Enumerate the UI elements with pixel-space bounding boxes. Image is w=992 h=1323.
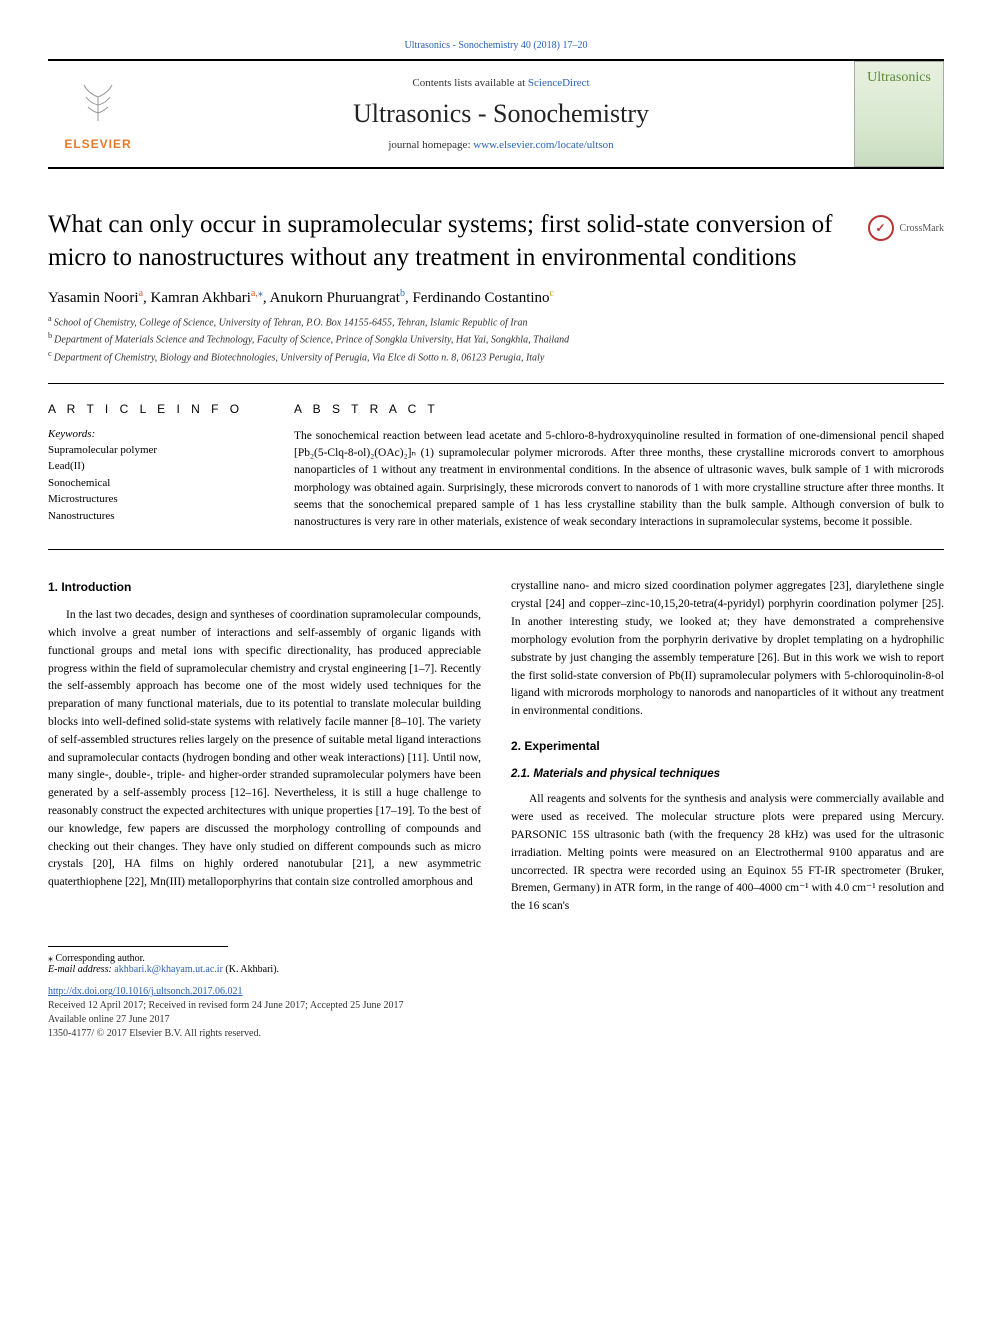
divider-top	[48, 383, 944, 384]
affiliation-c-text: Department of Chemistry, Biology and Bio…	[54, 352, 545, 363]
affiliation-c: cDepartment of Chemistry, Biology and Bi…	[48, 348, 944, 365]
elsevier-tree-icon	[74, 77, 122, 133]
keyword-item: Sonochemical	[48, 475, 258, 492]
cover-script-text: Ultrasonics	[867, 70, 931, 86]
sciencedirect-link[interactable]: ScienceDirect	[528, 77, 590, 89]
article-info-column: A R T I C L E I N F O Keywords: Supramol…	[48, 402, 258, 532]
keyword-item: Nanostructures	[48, 508, 258, 525]
body-column-left: 1. Introduction In the last two decades,…	[48, 578, 481, 916]
corr-email-link[interactable]: akhbari.k@khayam.ut.ac.ir	[114, 964, 223, 975]
intro-paragraph-cont: crystalline nano- and micro sized coordi…	[511, 578, 944, 721]
banner-center: Contents lists available at ScienceDirec…	[148, 77, 854, 151]
author-4-aff: c	[550, 288, 554, 299]
crossmark-icon: ✓	[868, 215, 894, 241]
keyword-item: Microstructures	[48, 491, 258, 508]
abstract-text: The sonochemical reaction between lead a…	[294, 428, 944, 532]
affiliation-b-text: Department of Materials Science and Tech…	[54, 335, 569, 346]
publisher-logo-block: ELSEVIER	[48, 77, 148, 151]
top-citation: Ultrasonics - Sonochemistry 40 (2018) 17…	[48, 40, 944, 51]
article-meta-block: http://dx.doi.org/10.1016/j.ultsonch.201…	[48, 985, 944, 1041]
author-3-aff: b	[400, 288, 405, 299]
article-info-heading: A R T I C L E I N F O	[48, 402, 258, 416]
corresponding-author-note: ⁎ Corresponding author. E-mail address: …	[48, 953, 944, 975]
email-label: E-mail address:	[48, 964, 112, 975]
crossmark-label: CrossMark	[900, 223, 944, 234]
publisher-name: ELSEVIER	[64, 137, 131, 151]
footnote-divider	[48, 946, 228, 947]
keyword-item: Supramolecular polymer	[48, 442, 258, 459]
journal-homepage-link[interactable]: www.elsevier.com/locate/ultson	[473, 139, 613, 151]
section-2-heading: 2. Experimental	[511, 737, 944, 756]
keywords-label: Keywords:	[48, 428, 258, 440]
available-online: Available online 27 June 2017	[48, 1013, 944, 1027]
affiliation-a: aSchool of Chemistry, College of Science…	[48, 313, 944, 330]
author-1: Yasamin Noori	[48, 290, 139, 306]
body-two-column: 1. Introduction In the last two decades,…	[48, 578, 944, 916]
keyword-item: Lead(II)	[48, 458, 258, 475]
body-column-right: crystalline nano- and micro sized coordi…	[511, 578, 944, 916]
author-2: Kamran Akhbari	[151, 290, 251, 306]
corr-author-label: ⁎ Corresponding author.	[48, 953, 944, 964]
author-list: Yasamin Nooria, Kamran Akhbaria,⁎, Anuko…	[48, 288, 944, 307]
homepage-prefix: journal homepage:	[388, 139, 470, 151]
contents-available-line: Contents lists available at ScienceDirec…	[148, 77, 854, 89]
affiliation-b: bDepartment of Materials Science and Tec…	[48, 330, 944, 347]
author-2-corr-star: ⁎	[258, 288, 263, 299]
doi-link[interactable]: http://dx.doi.org/10.1016/j.ultsonch.201…	[48, 986, 243, 997]
crossmark-badge-block[interactable]: ✓ CrossMark	[868, 215, 944, 241]
experimental-paragraph: All reagents and solvents for the synthe…	[511, 791, 944, 916]
section-2-1-heading: 2.1. Materials and physical techniques	[511, 766, 944, 784]
affiliation-a-text: School of Chemistry, College of Science,…	[54, 317, 528, 328]
corr-email-name: (K. Akhbari).	[225, 964, 279, 975]
author-3: Anukorn Phuruangrat	[270, 290, 400, 306]
journal-banner: ELSEVIER Contents lists available at Sci…	[48, 59, 944, 169]
intro-paragraph: In the last two decades, design and synt…	[48, 607, 481, 892]
article-title: What can only occur in supramolecular sy…	[48, 209, 848, 274]
keywords-list: Supramolecular polymer Lead(II) Sonochem…	[48, 442, 258, 525]
abstract-heading: A B S T R A C T	[294, 402, 944, 416]
author-2-aff: a,	[251, 288, 258, 299]
journal-cover-thumb: Ultrasonics	[854, 61, 944, 167]
journal-homepage-line: journal homepage: www.elsevier.com/locat…	[148, 139, 854, 151]
section-1-heading: 1. Introduction	[48, 578, 481, 597]
divider-bottom	[48, 549, 944, 550]
abstract-column: A B S T R A C T The sonochemical reactio…	[294, 402, 944, 532]
affiliation-list: aSchool of Chemistry, College of Science…	[48, 313, 944, 365]
author-4: Ferdinando Costantino	[412, 290, 549, 306]
copyright-line: 1350-4177/ © 2017 Elsevier B.V. All righ…	[48, 1027, 944, 1041]
contents-available-text: Contents lists available at	[412, 77, 525, 89]
author-1-aff: a	[139, 288, 143, 299]
journal-title: Ultrasonics - Sonochemistry	[148, 99, 854, 129]
received-dates: Received 12 April 2017; Received in revi…	[48, 999, 944, 1013]
